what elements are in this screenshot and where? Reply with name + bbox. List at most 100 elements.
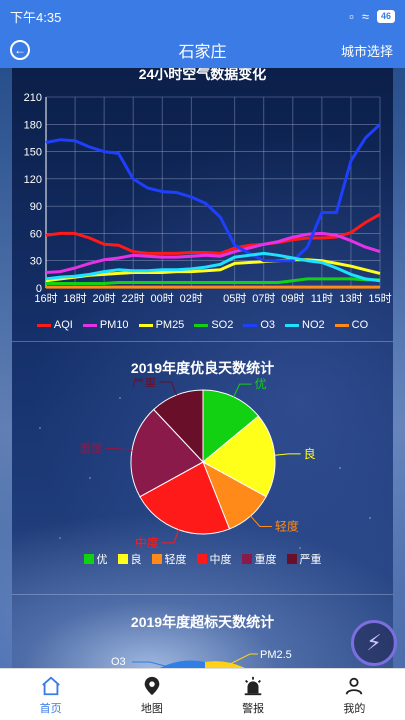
- refresh-float-button[interactable]: ⚡: [351, 620, 397, 666]
- bottom-nav: 首页 地图 警报 我的: [0, 668, 405, 720]
- legend-label: 优: [96, 554, 108, 566]
- nav-mine-label: 我的: [343, 702, 366, 715]
- home-icon: [39, 674, 63, 698]
- main-content[interactable]: 24小时空气数据变化 0 30 60 90 120 150 180 210 16时 18时 20时 2…: [0, 68, 405, 668]
- pie-slice-label: 优: [255, 378, 267, 391]
- battery-icon: 46: [376, 9, 395, 23]
- pie-label-line: [274, 453, 301, 456]
- series-line-pm25: [45, 258, 381, 283]
- legend-item-so2[interactable]: SO2: [194, 319, 233, 331]
- pie-legend-item[interactable]: 优: [83, 551, 108, 567]
- legend-item-o3[interactable]: O3: [243, 319, 275, 331]
- legend-swatch: [138, 323, 153, 327]
- legend-item-co[interactable]: CO: [334, 319, 368, 331]
- legend-swatch: [241, 554, 252, 564]
- pie-slice: [202, 389, 260, 464]
- nav-alarm-label: 警报: [242, 702, 265, 715]
- alarm-icon: [241, 674, 265, 698]
- pie-slice: [130, 408, 204, 498]
- hourly-chart-title: 24小时空气数据变化: [138, 68, 267, 82]
- user-icon: [342, 674, 366, 698]
- exceed-label-line-pm25: [229, 653, 258, 665]
- pie-label-line: [233, 383, 252, 398]
- pie-slice-label: 轻度: [275, 519, 299, 534]
- nav-map[interactable]: 地图: [101, 669, 202, 720]
- pie-legend-item[interactable]: 严重: [286, 551, 322, 567]
- legend-swatch: [243, 323, 258, 327]
- section-divider-2: [12, 594, 393, 595]
- pie-chart-title: 2019年度优良天数统计: [130, 360, 275, 376]
- pie-legend-item[interactable]: 轻度: [151, 551, 187, 567]
- legend-item-pm10[interactable]: PM10: [82, 319, 129, 331]
- pie-legend-item[interactable]: 中度: [196, 551, 232, 567]
- city-select-button[interactable]: 城市选择: [340, 44, 393, 59]
- legend-swatch: [196, 554, 207, 564]
- app-header: ← 石家庄 城市选择: [0, 32, 405, 68]
- legend-item-pm25[interactable]: PM25: [138, 319, 185, 331]
- nav-alarm[interactable]: 警报: [203, 669, 304, 720]
- pie-slice-label: 严重: [132, 378, 156, 389]
- legend-swatch: [82, 323, 97, 327]
- right-edge-decoration: [393, 68, 405, 668]
- series-line-no2: [45, 251, 381, 283]
- x-tick-label: 00时: [151, 292, 174, 305]
- y-tick-label: 180: [24, 119, 42, 131]
- x-tick-label: 13时: [339, 292, 362, 305]
- y-tick-label: 210: [24, 92, 42, 104]
- exceed-pie-chart: PM2.5 O3: [111, 649, 292, 668]
- exceed-slice-o3: [160, 660, 205, 668]
- legend-swatch: [117, 554, 128, 564]
- legend-swatch: [285, 323, 300, 327]
- legend-label: O3: [260, 319, 276, 331]
- legend-label: AQI: [53, 319, 73, 331]
- legend-label: PM25: [155, 319, 185, 331]
- y-tick-label: 60: [30, 228, 42, 240]
- y-tick-label: 0: [36, 283, 42, 295]
- mute-icon: ▫: [349, 8, 354, 24]
- exceed-label-o3: O3: [111, 656, 126, 668]
- x-tick-label: 09时: [281, 292, 304, 305]
- legend-item-no2[interactable]: NO2: [285, 319, 325, 331]
- exceed-chart-title: 2019年度超标天数统计: [130, 614, 275, 630]
- x-tick-label: 02时: [180, 292, 203, 305]
- x-tick-label: 20时: [92, 292, 115, 305]
- pie-label-line: [106, 448, 132, 452]
- x-tick-label: 16时: [34, 292, 57, 305]
- exceed-slice-pm25: [205, 661, 245, 668]
- nav-map-label: 地图: [140, 702, 163, 715]
- x-tick-label: 11时: [311, 292, 333, 305]
- left-edge-decoration: [0, 68, 12, 668]
- legend-swatch: [36, 323, 51, 327]
- legend-swatch: [334, 323, 349, 327]
- hourly-chart-legend: AQI PM10 PM25 SO2 O3 NO2 CO: [0, 319, 405, 331]
- legend-label: NO2: [302, 319, 325, 331]
- legend-label: PM10: [99, 319, 129, 331]
- pie-legend-item[interactable]: 良: [117, 551, 142, 567]
- legend-label: 重度: [254, 554, 277, 566]
- series-line-pm10: [45, 231, 381, 274]
- pie-slice: [202, 415, 276, 498]
- pie-slice: [139, 461, 231, 535]
- legend-label: SO2: [211, 319, 234, 331]
- x-tick-label: 18时: [63, 292, 86, 305]
- legend-swatch: [83, 554, 94, 564]
- legend-swatch: [194, 323, 209, 327]
- pie-label-line: [250, 515, 272, 528]
- legend-item-aqi[interactable]: AQI: [36, 319, 73, 331]
- status-icons: ▫ ≈ 46: [349, 9, 395, 24]
- exceed-label-line-o3: [132, 661, 166, 667]
- x-tick-label: 07时: [252, 292, 275, 305]
- nav-home[interactable]: 首页: [0, 669, 101, 720]
- pie-legend-item[interactable]: 重度: [241, 551, 277, 567]
- exceed-label-pm25: PM2.5: [260, 649, 292, 661]
- y-tick-label: 30: [30, 256, 42, 268]
- arrow-left-icon: ←: [14, 43, 26, 57]
- nav-mine[interactable]: 我的: [304, 669, 405, 720]
- hourly-line-chart: 0 30 60 90 120 150 180 210 16时 18时 20时 22时 00时 02时 05时…: [24, 92, 392, 305]
- back-button[interactable]: ←: [10, 40, 30, 60]
- pie-chart-legend: 优 良 轻度 中度 重度 严重: [0, 551, 405, 567]
- nav-home-label: 首页: [39, 702, 62, 715]
- x-tick-label: 05时: [223, 292, 246, 305]
- legend-label: 中度: [209, 554, 232, 566]
